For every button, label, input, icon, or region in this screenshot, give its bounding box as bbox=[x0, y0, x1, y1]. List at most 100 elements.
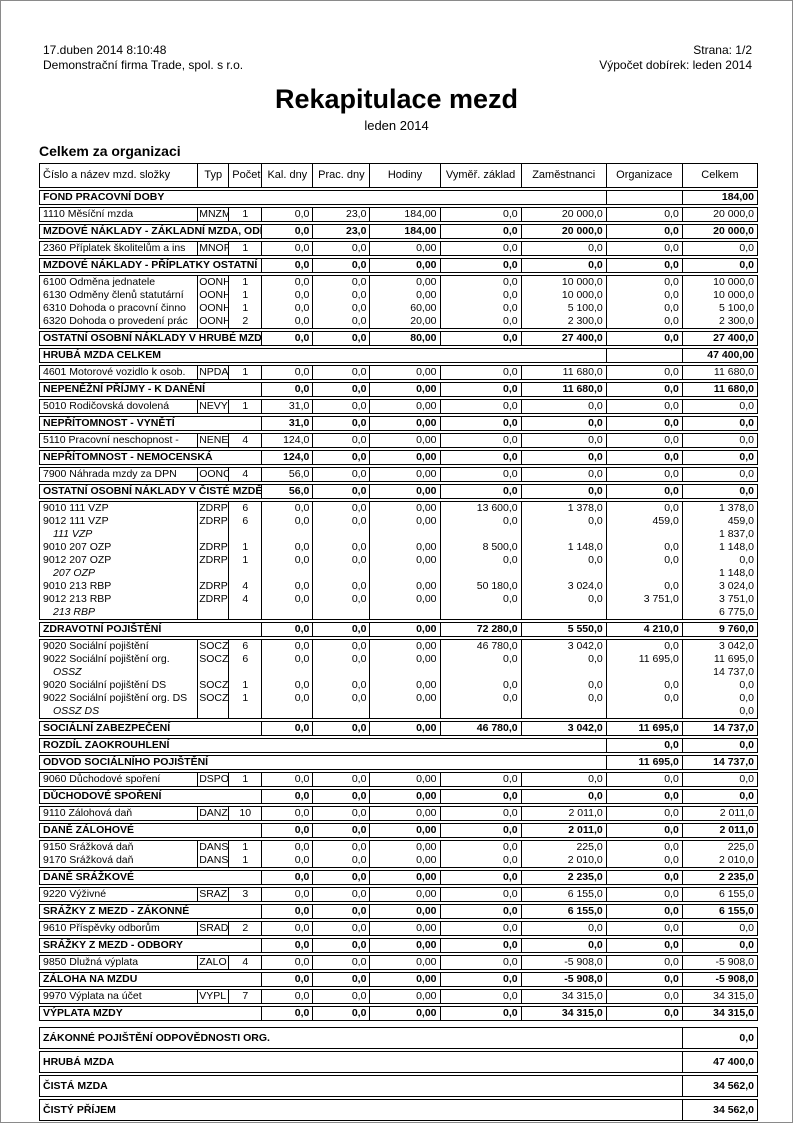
cell-zamestnanci: 0,0 bbox=[520, 938, 607, 953]
cell-zamestnanci: 20 000,0 bbox=[520, 207, 607, 222]
cell-celkem: 10 000,0 bbox=[681, 289, 759, 302]
cell-vymer-zaklad: 0,0 bbox=[439, 224, 522, 239]
block-total: VÝPLATA MZDY 0,0 0,0 0,00 0,0 34 315,0 0,0 34 3… bbox=[38, 1006, 759, 1021]
cell-zamestnanci: 0,0 bbox=[520, 467, 607, 482]
cell-pocet: 1 bbox=[228, 275, 263, 289]
cell-celkem: 184,00 bbox=[681, 190, 759, 205]
cell-celkem: 0,0 bbox=[681, 241, 759, 256]
total-name: DŮCHODOVÉ SPOŘENÍ bbox=[38, 789, 263, 804]
cell-vymer-zaklad: 0,0 bbox=[439, 789, 522, 804]
cell-organizace: 0,0 bbox=[605, 433, 683, 448]
table-row: 111 VZP 1 837,0 bbox=[38, 528, 759, 541]
cell-celkem: 0,0 bbox=[681, 258, 759, 273]
table-row: 9060 Důchodové spoření DSPO 1 0,0 0,0 0,00 0,0… bbox=[38, 772, 759, 787]
cell-typ: ZDRP bbox=[197, 554, 230, 567]
col-header-pocet: Počet bbox=[228, 163, 263, 188]
group-total-row: DŮCHODOVÉ SPOŘENÍ 0,0 0,0 0,00 0,0 0,0 0,0 0,0 bbox=[38, 789, 759, 804]
total-name: DANĚ SRÁŽKOVÉ bbox=[38, 870, 263, 885]
cell-typ: NPDA bbox=[197, 365, 230, 380]
group-total-row: OSTATNÍ OSOBNÍ NÁKLADY V HRUBÉ MZDĚ 0,0 0,… bbox=[38, 331, 759, 346]
cell-name: 9010 207 OZP bbox=[38, 541, 199, 554]
summary-name: ZÁKONNÉ POJIŠTĚNÍ ODPOVĚDNOSTI ORG. bbox=[39, 1027, 683, 1049]
cell-kal-dny: 0,0 bbox=[261, 653, 314, 666]
col-header-organizace: Organizace bbox=[605, 163, 683, 188]
table-row: 5110 Pracovní neschopnost - NENE 4 124,0 0,… bbox=[38, 433, 759, 448]
cell-prac-dny: 0,0 bbox=[312, 938, 371, 953]
cell-name: 9010 213 RBP bbox=[38, 580, 199, 593]
cell-celkem: -5 908,0 bbox=[681, 955, 759, 970]
cell-organizace: 0,0 bbox=[605, 772, 683, 787]
summary-row: HRUBÁ MZDA 47 400,0 bbox=[39, 1051, 759, 1073]
cell-hodiny: 0,00 bbox=[369, 382, 441, 397]
cell-hodiny bbox=[369, 528, 441, 541]
cell-kal-dny: 56,0 bbox=[261, 484, 314, 499]
block-total: DŮCHODOVÉ SPOŘENÍ 0,0 0,0 0,00 0,0 0,0 0,0 0,0 bbox=[38, 789, 759, 804]
block-detail: 2360 Příplatek školitelům a ins MNOP 1 0,0 0… bbox=[38, 241, 759, 256]
report-period: leden 2014 bbox=[364, 118, 429, 133]
cell-hodiny: 0,00 bbox=[369, 593, 441, 606]
cell-zamestnanci: 3 042,0 bbox=[520, 639, 607, 653]
cell-prac-dny: 0,0 bbox=[312, 692, 371, 705]
cell-zamestnanci: 10 000,0 bbox=[520, 289, 607, 302]
group-total-row: DANĚ SRÁŽKOVÉ 0,0 0,0 0,00 0,0 2 235,0 0,0 2 23… bbox=[38, 870, 759, 885]
cell-zamestnanci: 0,0 bbox=[520, 484, 607, 499]
cell-celkem: 1 148,0 bbox=[681, 567, 759, 580]
cell-name: 111 VZP bbox=[38, 528, 199, 541]
table-row: 7900 Náhrada mzdy za DPN OONC 4 56,0 0,0 0,00… bbox=[38, 467, 759, 482]
cell-prac-dny: 0,0 bbox=[312, 302, 371, 315]
cell-celkem: 34 562,0 bbox=[681, 1075, 759, 1097]
cell-celkem: 0,0 bbox=[681, 450, 759, 465]
cell-zamestnanci: 0,0 bbox=[520, 399, 607, 414]
cell-zamestnanci: 0,0 bbox=[520, 789, 607, 804]
cell-hodiny bbox=[369, 567, 441, 580]
table-row: 9010 111 VZP ZDRP 6 0,0 0,0 0,00 13 600,0 1 378… bbox=[38, 501, 759, 515]
col-header-hodiny: Hodiny bbox=[369, 163, 441, 188]
cell-typ: ZDRP bbox=[197, 515, 230, 528]
cell-prac-dny: 0,0 bbox=[312, 467, 371, 482]
cell-typ: ZDRP bbox=[197, 501, 230, 515]
cell-name: 9022 Sociální pojištění org. DS bbox=[38, 692, 199, 705]
cell-kal-dny: 0,0 bbox=[261, 241, 314, 256]
cell-typ: ZALO bbox=[197, 955, 230, 970]
cell-hodiny: 0,00 bbox=[369, 921, 441, 936]
total-name: OSTATNÍ OSOBNÍ NÁKLADY V HRUBÉ MZDĚ bbox=[38, 331, 263, 346]
cell-pocet: 1 bbox=[228, 241, 263, 256]
block-detail: 9010 111 VZP ZDRP 6 0,0 0,0 0,00 13 600,0 1 378… bbox=[38, 501, 759, 620]
cell-vymer-zaklad: 8 500,0 bbox=[439, 541, 522, 554]
cell-hodiny: 184,00 bbox=[369, 224, 441, 239]
cell-hodiny: 0,00 bbox=[369, 653, 441, 666]
cell-hodiny: 0,00 bbox=[369, 541, 441, 554]
cell-vymer-zaklad: 0,0 bbox=[439, 258, 522, 273]
cell-pocet: 1 bbox=[228, 854, 263, 868]
cell-celkem: 47 400,00 bbox=[681, 348, 759, 363]
total-name: SOCIÁLNÍ ZABEZPEČENÍ bbox=[38, 721, 263, 736]
cell-celkem: 0,0 bbox=[681, 1027, 759, 1049]
cell-kal-dny: 0,0 bbox=[261, 501, 314, 515]
cell-typ: SRAZ bbox=[197, 887, 230, 902]
table-row: 9022 Sociální pojištění org. DS SOCZ 1 0,0 0… bbox=[38, 692, 759, 705]
cell-prac-dny: 0,0 bbox=[312, 653, 371, 666]
cell-organizace: 0,0 bbox=[605, 275, 683, 289]
cell-kal-dny: 0,0 bbox=[261, 639, 314, 653]
cell-organizace: 0,0 bbox=[605, 679, 683, 692]
cell-prac-dny: 0,0 bbox=[312, 789, 371, 804]
cell-kal-dny: 0,0 bbox=[261, 721, 314, 736]
cell-name: 9010 111 VZP bbox=[38, 501, 199, 515]
cell-typ bbox=[197, 606, 230, 620]
cell-kal-dny: 0,0 bbox=[261, 679, 314, 692]
cell-kal-dny: 0,0 bbox=[261, 823, 314, 838]
cell-kal-dny: 0,0 bbox=[261, 854, 314, 868]
cell-hodiny: 0,00 bbox=[369, 241, 441, 256]
cell-organizace: 0,0 bbox=[605, 224, 683, 239]
cell-organizace: 0,0 bbox=[605, 580, 683, 593]
cell-zamestnanci: 0,0 bbox=[520, 593, 607, 606]
cell-vymer-zaklad: 0,0 bbox=[439, 679, 522, 692]
cell-vymer-zaklad bbox=[439, 528, 522, 541]
group-total-row: VÝPLATA MZDY 0,0 0,0 0,00 0,0 34 315,0 0,0 34 3… bbox=[38, 1006, 759, 1021]
cell-pocet bbox=[228, 666, 263, 679]
block-total: SRÁŽKY Z MEZD - ZÁKONNÉ 0,0 0,0 0,00 0,0 6 15… bbox=[38, 904, 759, 919]
cell-prac-dny: 0,0 bbox=[312, 870, 371, 885]
cell-typ: OONH bbox=[197, 275, 230, 289]
cell-zamestnanci: 27 400,0 bbox=[520, 331, 607, 346]
cell-organizace: 0,0 bbox=[605, 823, 683, 838]
